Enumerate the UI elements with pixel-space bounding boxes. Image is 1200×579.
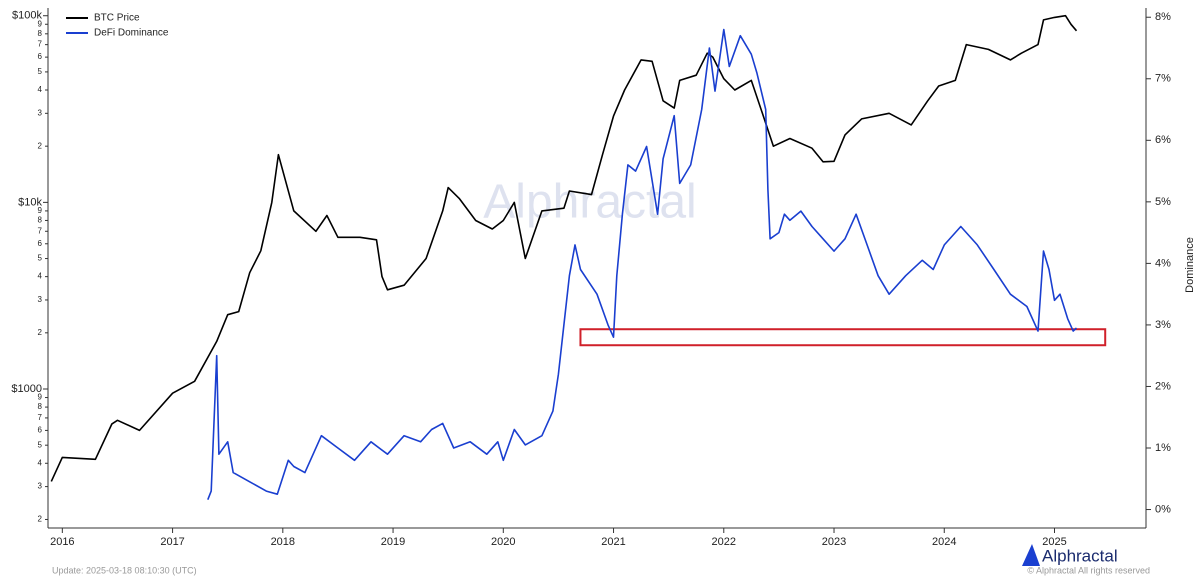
y-tick-label: 2 [38, 328, 43, 337]
y-tick-label: 7 [38, 226, 43, 235]
watermark: Alphractal [483, 176, 696, 229]
x-tick-label: 2016 [50, 536, 74, 548]
y-tick-label: 8 [38, 29, 43, 38]
brand: Alphractal [1042, 546, 1118, 565]
y-tick-label: 9 [38, 393, 43, 402]
y-tick-label: 5 [38, 254, 43, 263]
y-tick-label: 3 [38, 295, 43, 304]
y2-axis-label: Dominance [1184, 237, 1196, 293]
y-tick-label: 9 [38, 19, 43, 28]
highlight-box [579, 328, 1107, 347]
y-tick-label: 7 [38, 413, 43, 422]
y2-tick-label: 3% [1155, 319, 1171, 331]
y-tick-label: 4 [38, 458, 43, 467]
y-tick-label: 7 [38, 40, 43, 49]
x-tick-label: 2017 [160, 536, 184, 548]
y-tick-label: 4 [38, 272, 43, 281]
x-tick-label: 2018 [271, 536, 295, 548]
x-tick-label: 2021 [601, 536, 625, 548]
series-line [50, 14, 1078, 482]
y-tick-label: 5 [38, 440, 43, 449]
y-tick-label: 6 [38, 239, 43, 248]
x-tick-label: 2019 [381, 536, 405, 548]
y-tick-label: 3 [38, 482, 43, 491]
update-note: Update: 2025-03-18 08:10:30 (UTC) [52, 565, 197, 575]
y2-tick-label: 1% [1155, 442, 1171, 454]
y2-tick-label: 4% [1155, 257, 1171, 269]
x-tick-label: 2024 [932, 536, 956, 548]
y-tick-label: 4 [38, 85, 43, 94]
legend-label: DeFi Dominance [94, 28, 169, 39]
y2-tick-label: 0% [1155, 503, 1171, 515]
y2-tick-label: 6% [1155, 134, 1171, 146]
y-tick-label: 2 [38, 141, 43, 150]
y-tick-label: 8 [38, 216, 43, 225]
y-tick-label: 2 [38, 515, 43, 524]
y-tick-label: 6 [38, 426, 43, 435]
x-tick-label: 2023 [822, 536, 846, 548]
y2-tick-label: 2% [1155, 380, 1171, 392]
y2-tick-label: 7% [1155, 73, 1171, 85]
x-tick-label: 2020 [491, 536, 515, 548]
x-tick-label: 2025 [1042, 536, 1066, 548]
y-tick-label: 9 [38, 206, 43, 215]
y2-tick-label: 8% [1155, 11, 1171, 23]
y-tick-label: 3 [38, 108, 43, 117]
copyright: © Alphractal All rights reserved [1027, 565, 1150, 575]
y-tick-label: 8 [38, 402, 43, 411]
y2-tick-label: 5% [1155, 196, 1171, 208]
y-tick-label: $1000 [11, 383, 42, 395]
y-tick-label: 5 [38, 67, 43, 76]
legend-label: BTC Price [94, 13, 140, 24]
x-tick-label: 2022 [712, 536, 736, 548]
y-tick-label: $10k [18, 196, 42, 208]
y-tick-label: $100k [12, 10, 42, 22]
y-tick-label: 6 [38, 52, 43, 61]
series-line [207, 28, 1078, 500]
brand-logo: Alphractal [1022, 544, 1118, 566]
